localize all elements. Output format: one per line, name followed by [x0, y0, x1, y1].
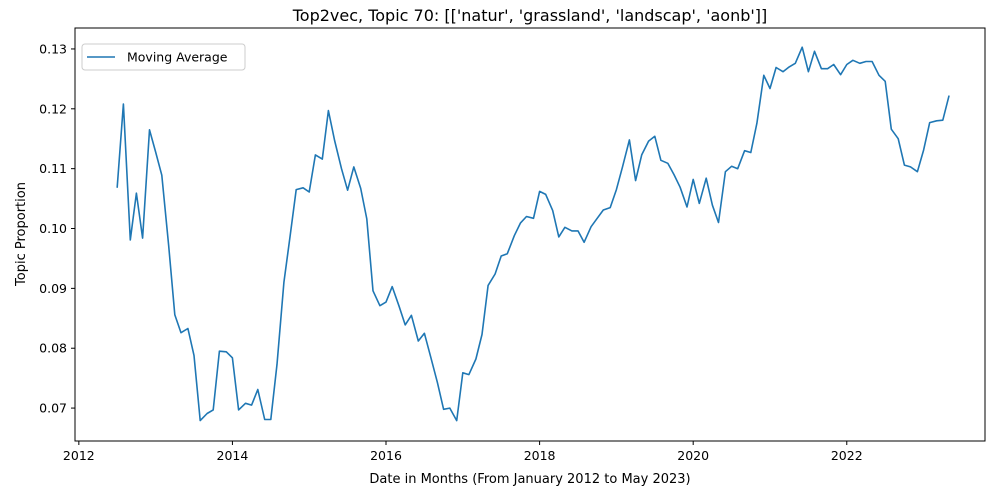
y-tick-label: 0.08	[39, 341, 67, 356]
x-tick-label: 2016	[370, 448, 402, 463]
x-tick-label: 2020	[677, 448, 709, 463]
series-layer	[116, 46, 950, 422]
y-tick-label: 0.11	[39, 161, 67, 176]
y-tick-label: 0.07	[39, 401, 67, 416]
series-line-moving-average	[116, 46, 950, 422]
legend-entry-moving-average: Moving Average	[127, 50, 228, 65]
x-tick-label: 2012	[63, 448, 95, 463]
legend-box	[81, 43, 246, 71]
chart-title: Top2vec, Topic 70: [['natur', 'grassland…	[292, 6, 768, 25]
x-axis-label: Date in Months (From January 2012 to May…	[369, 472, 690, 487]
y-tick-label: 0.12	[39, 101, 67, 116]
plot-area	[74, 27, 986, 442]
x-tick-label: 2014	[217, 448, 249, 463]
y-tick-label: 0.09	[39, 281, 67, 296]
y-tick-label: 0.13	[39, 41, 67, 56]
x-tick-label: 2022	[831, 448, 863, 463]
x-tick-label: 2018	[524, 448, 556, 463]
y-axis-ticks: 0.07 0.08 0.09 0.10 0.11 0.12 0.13	[39, 41, 75, 416]
y-tick-label: 0.10	[39, 221, 67, 236]
y-axis-label: Topic Proportion	[14, 182, 29, 287]
x-axis-ticks: 2012 2014 2016 2018 2020 2022	[63, 441, 863, 463]
legend: Moving Average	[81, 43, 246, 71]
